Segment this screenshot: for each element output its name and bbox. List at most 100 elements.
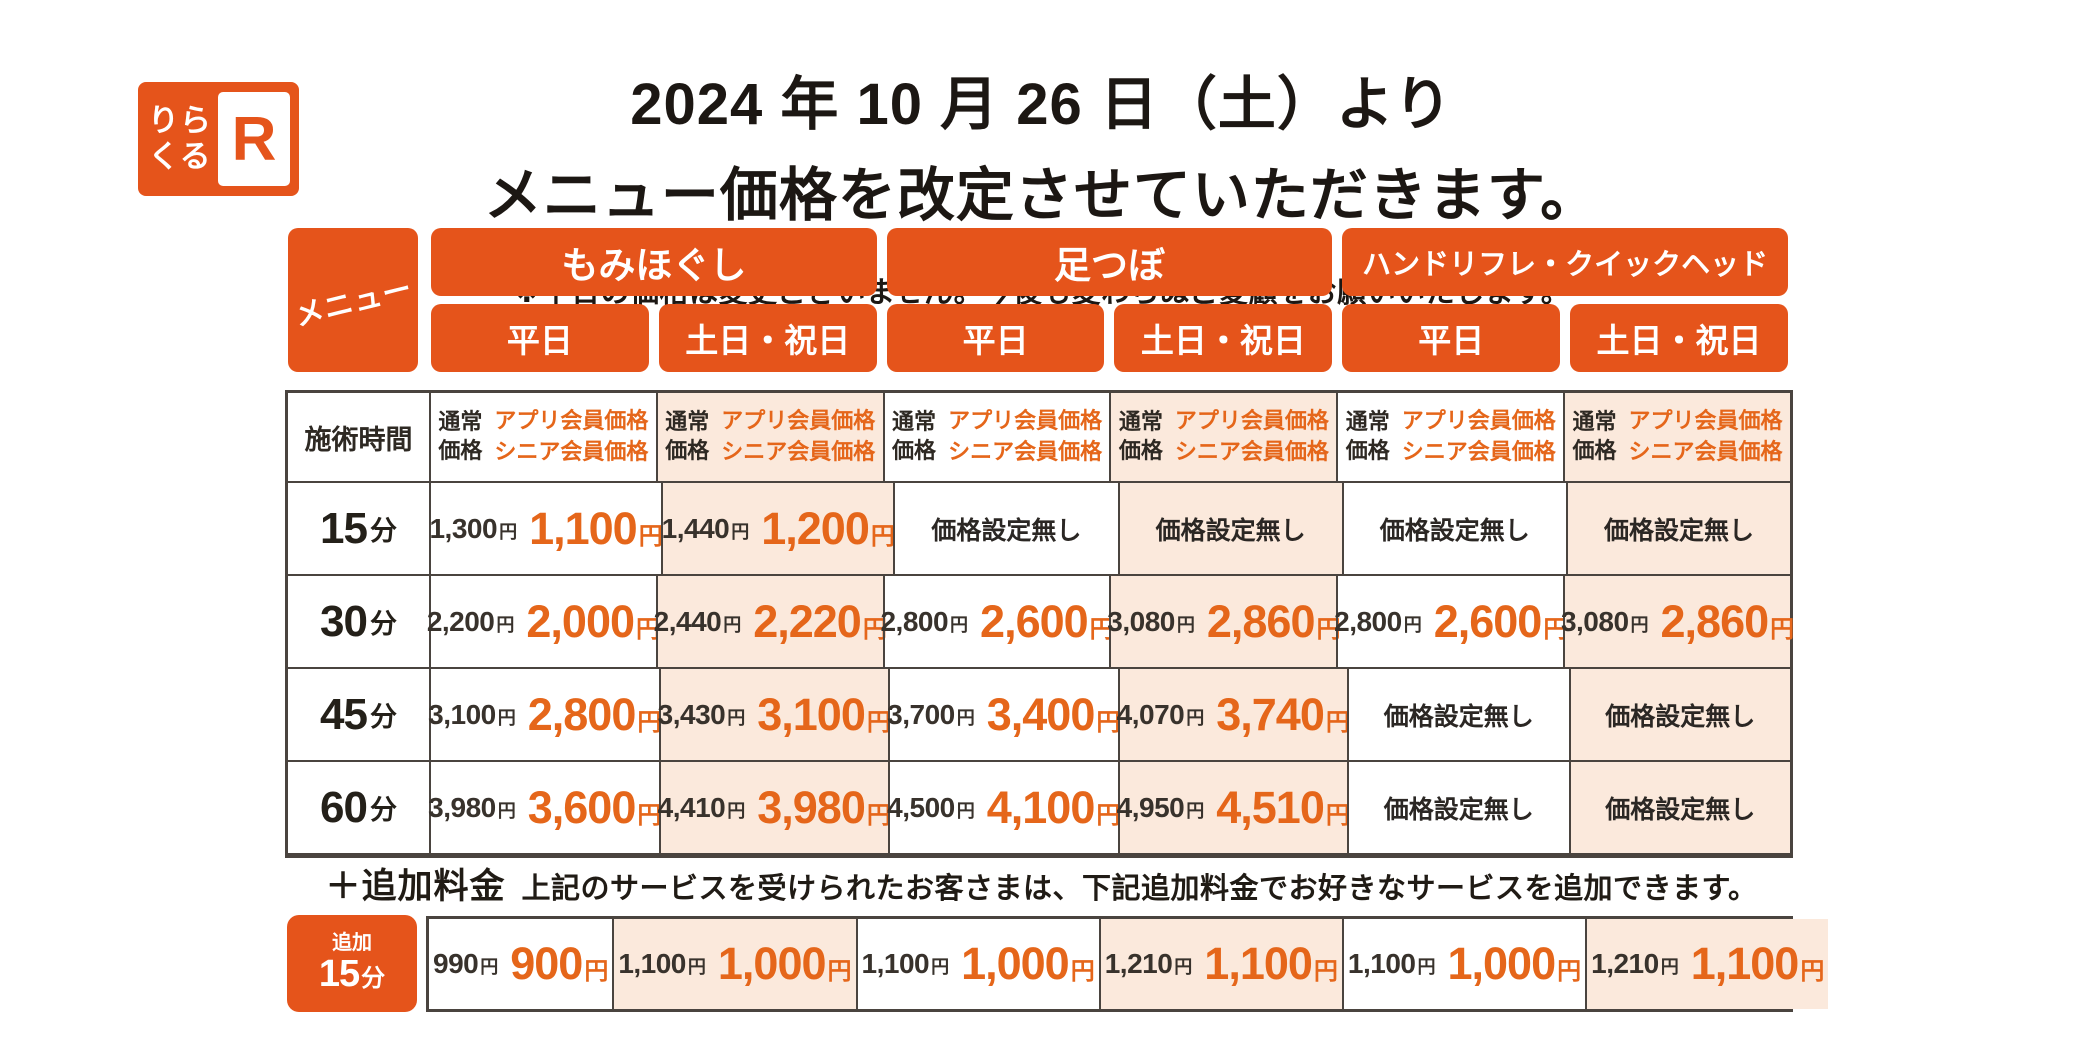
duration-label: 30 分 — [320, 596, 397, 646]
member-price-label: アプリ会員価格 シニア会員価格 — [1628, 408, 1783, 464]
price-type-header: 通常 価格 アプリ会員価格 シニア会員価格 — [655, 393, 883, 481]
member-price: 2,000 円 — [526, 595, 661, 647]
member-price: 1,200 円 — [761, 502, 895, 554]
no-price-cell: 価格設定無し — [1117, 483, 1342, 574]
duration-label: 15 分 — [320, 503, 397, 553]
normal-price: 3,080 円 — [1560, 605, 1649, 637]
normal-price: 3,980 円 — [428, 791, 516, 823]
service-header-momihogushi: もみほぐし — [431, 228, 877, 296]
price-cell: 1,440 円 1,200 円 — [661, 483, 895, 574]
price-cell: 3,100 円 2,800 円 — [428, 669, 661, 760]
normal-price: 990 円 — [433, 948, 499, 979]
price-type-header: 通常 価格 アプリ会員価格 シニア会員価格 — [1563, 393, 1790, 481]
normal-price: 1,100 円 — [1347, 948, 1436, 979]
addon-description: 上記のサービスを受けられたお客さまは、下記追加料金でお好きなサービスを追加できま… — [521, 873, 1758, 905]
no-price-cell: 価格設定無し — [1568, 762, 1790, 853]
price-cell: 3,080 円 2,860 円 — [1107, 576, 1341, 667]
no-price-cell: 価格設定無し — [1347, 762, 1569, 853]
no-price-cell: 価格設定無し — [1568, 669, 1790, 760]
no-price-cell: 価格設定無し — [1347, 669, 1569, 760]
title-main: メニュー価格を改定させていただきます。 — [483, 162, 1600, 228]
normal-price: 1,300 円 — [429, 512, 518, 544]
member-price: 3,740 円 — [1216, 688, 1350, 740]
title-date: 2024 年 10 月 26 日（土）より — [630, 72, 1453, 137]
price-type-header: 通常 価格 アプリ会員価格 シニア会員価格 — [429, 393, 656, 481]
price-cell: 1,210 円 1,100 円 — [1098, 919, 1342, 1009]
member-price-label: アプリ会員価格 シニア会員価格 — [1401, 408, 1556, 464]
price-cell: 4,500 円 4,100 円 — [887, 762, 1121, 853]
normal-price-label: 通常 価格 — [1345, 409, 1390, 463]
member-price: 1,100 円 — [1204, 938, 1338, 989]
normal-price: 3,700 円 — [887, 698, 975, 730]
no-price-cell: 価格設定無し — [893, 483, 1117, 574]
no-price-cell: 価格設定無し — [1565, 483, 1791, 574]
logo-text: りら くる — [147, 103, 213, 174]
normal-price: 4,410 円 — [657, 791, 746, 823]
normal-price-label: 通常 価格 — [1572, 409, 1617, 463]
member-price: 3,400 円 — [986, 688, 1121, 740]
member-price-label: アプリ会員価格 シニア会員価格 — [1174, 408, 1329, 464]
normal-price: 3,080 円 — [1107, 605, 1195, 637]
day-header-weekend-2: 土日・祝日 — [1114, 304, 1333, 372]
member-price-label: アプリ会員価格 シニア会員価格 — [948, 408, 1103, 464]
price-cell: 1,100 円 1,000 円 — [1341, 919, 1585, 1009]
price-cell: 3,430 円 3,100 円 — [658, 669, 891, 760]
service-header-ashitsubo: 足つぼ — [886, 228, 1333, 296]
normal-price: 1,100 円 — [861, 948, 950, 979]
normal-price: 1,440 円 — [661, 512, 750, 544]
member-price: 1,000 円 — [717, 938, 852, 989]
price-cell: 4,410 円 3,980 円 — [657, 762, 891, 853]
price-cell: 3,080 円 2,860 円 — [1560, 576, 1794, 667]
day-header-weekday-2: 平日 — [886, 304, 1105, 372]
duration-label: 45 分 — [320, 689, 397, 739]
row-60min: 60 分 3,980 円 3,600 円 4,410 円 3,980 円 4,500 円 4… — [288, 760, 1790, 853]
price-table: 施術時間 通常 価格 アプリ会員価格 シニア会員価格 通常 価格 アプリ会員価格 シニア… — [285, 390, 1794, 858]
member-price: 2,860 円 — [1206, 595, 1341, 647]
member-price: 4,100 円 — [986, 781, 1121, 833]
rirakuru-logo: りら くる R — [138, 82, 299, 196]
price-cell: 1,210 円 1,100 円 — [1585, 919, 1829, 1009]
normal-price-label: 通常 価格 — [665, 409, 710, 463]
day-header-weekday-3: 平日 — [1342, 304, 1561, 372]
member-price: 1,100 円 — [529, 502, 663, 554]
price-cell: 2,800 円 2,600 円 — [880, 576, 1114, 667]
price-cell: 4,950 円 4,510 円 — [1117, 762, 1350, 853]
normal-price: 2,800 円 — [1334, 605, 1422, 637]
addon-note: ＋追加料金 上記のサービスを受けられたお客さまは、下記追加料金でお好きなサービス… — [0, 858, 2083, 909]
menu-header: メニュー もみほぐし 足つぼ ハンドリフレ・クイックヘッド 平日 土日・祝日 平… — [285, 228, 1793, 372]
normal-price-label: 通常 価格 — [1118, 409, 1163, 463]
normal-price: 4,500 円 — [887, 791, 975, 823]
price-cell: 2,800 円 2,600 円 — [1334, 576, 1567, 667]
member-price: 3,980 円 — [757, 781, 891, 833]
member-price: 900 円 — [510, 938, 609, 989]
row-45min: 45 分 3,100 円 2,800 円 3,430 円 3,100 円 3,700 円 3… — [288, 667, 1790, 760]
menu-corner-label: メニュー — [288, 228, 418, 372]
price-cell: 4,070 円 3,740 円 — [1117, 669, 1350, 760]
normal-price: 3,100 円 — [428, 698, 516, 730]
price-cell: 3,980 円 3,600 円 — [428, 762, 662, 853]
row-30min: 30 分 2,200 円 2,000 円 2,440 円 2,220 円 2,800 円 2… — [288, 574, 1794, 667]
logo-text-line2: くる — [148, 139, 212, 174]
logo-text-line1: りら — [148, 103, 212, 139]
member-price: 3,600 円 — [527, 781, 662, 833]
normal-price: 1,210 円 — [1591, 948, 1679, 979]
price-cell: 2,440 円 2,220 円 — [654, 576, 887, 667]
member-price: 2,220 円 — [753, 595, 887, 647]
price-cell: 1,100 円 1,000 円 — [612, 919, 856, 1009]
price-type-header: 通常 価格 アプリ会員価格 シニア会員価格 — [882, 393, 1110, 481]
duration-label: 60 分 — [320, 782, 397, 832]
price-table-subheader: 施術時間 通常 価格 アプリ会員価格 シニア会員価格 通常 価格 アプリ会員価格 シニア… — [288, 393, 1790, 481]
addon-heading: ＋追加料金 — [325, 867, 506, 906]
member-price: 1,000 円 — [1447, 938, 1582, 989]
member-price: 2,600 円 — [980, 595, 1114, 647]
no-price-cell: 価格設定無し — [1341, 483, 1566, 574]
member-price: 1,100 円 — [1690, 938, 1825, 989]
member-price-label: アプリ会員価格 シニア会員価格 — [721, 408, 876, 464]
service-header-hand-quickhead: ハンドリフレ・クイックヘッド — [1342, 228, 1789, 296]
row-15min: 15 分 1,300 円 1,100 円 1,440 円 1,200 円 価格設定無し 価… — [288, 481, 1791, 574]
addon-15min-badge: 追加 15 分 — [287, 915, 417, 1012]
price-cell: 1,300 円 1,100 円 — [429, 483, 663, 574]
time-column-header: 施術時間 — [304, 424, 413, 455]
member-price: 2,600 円 — [1433, 595, 1568, 647]
